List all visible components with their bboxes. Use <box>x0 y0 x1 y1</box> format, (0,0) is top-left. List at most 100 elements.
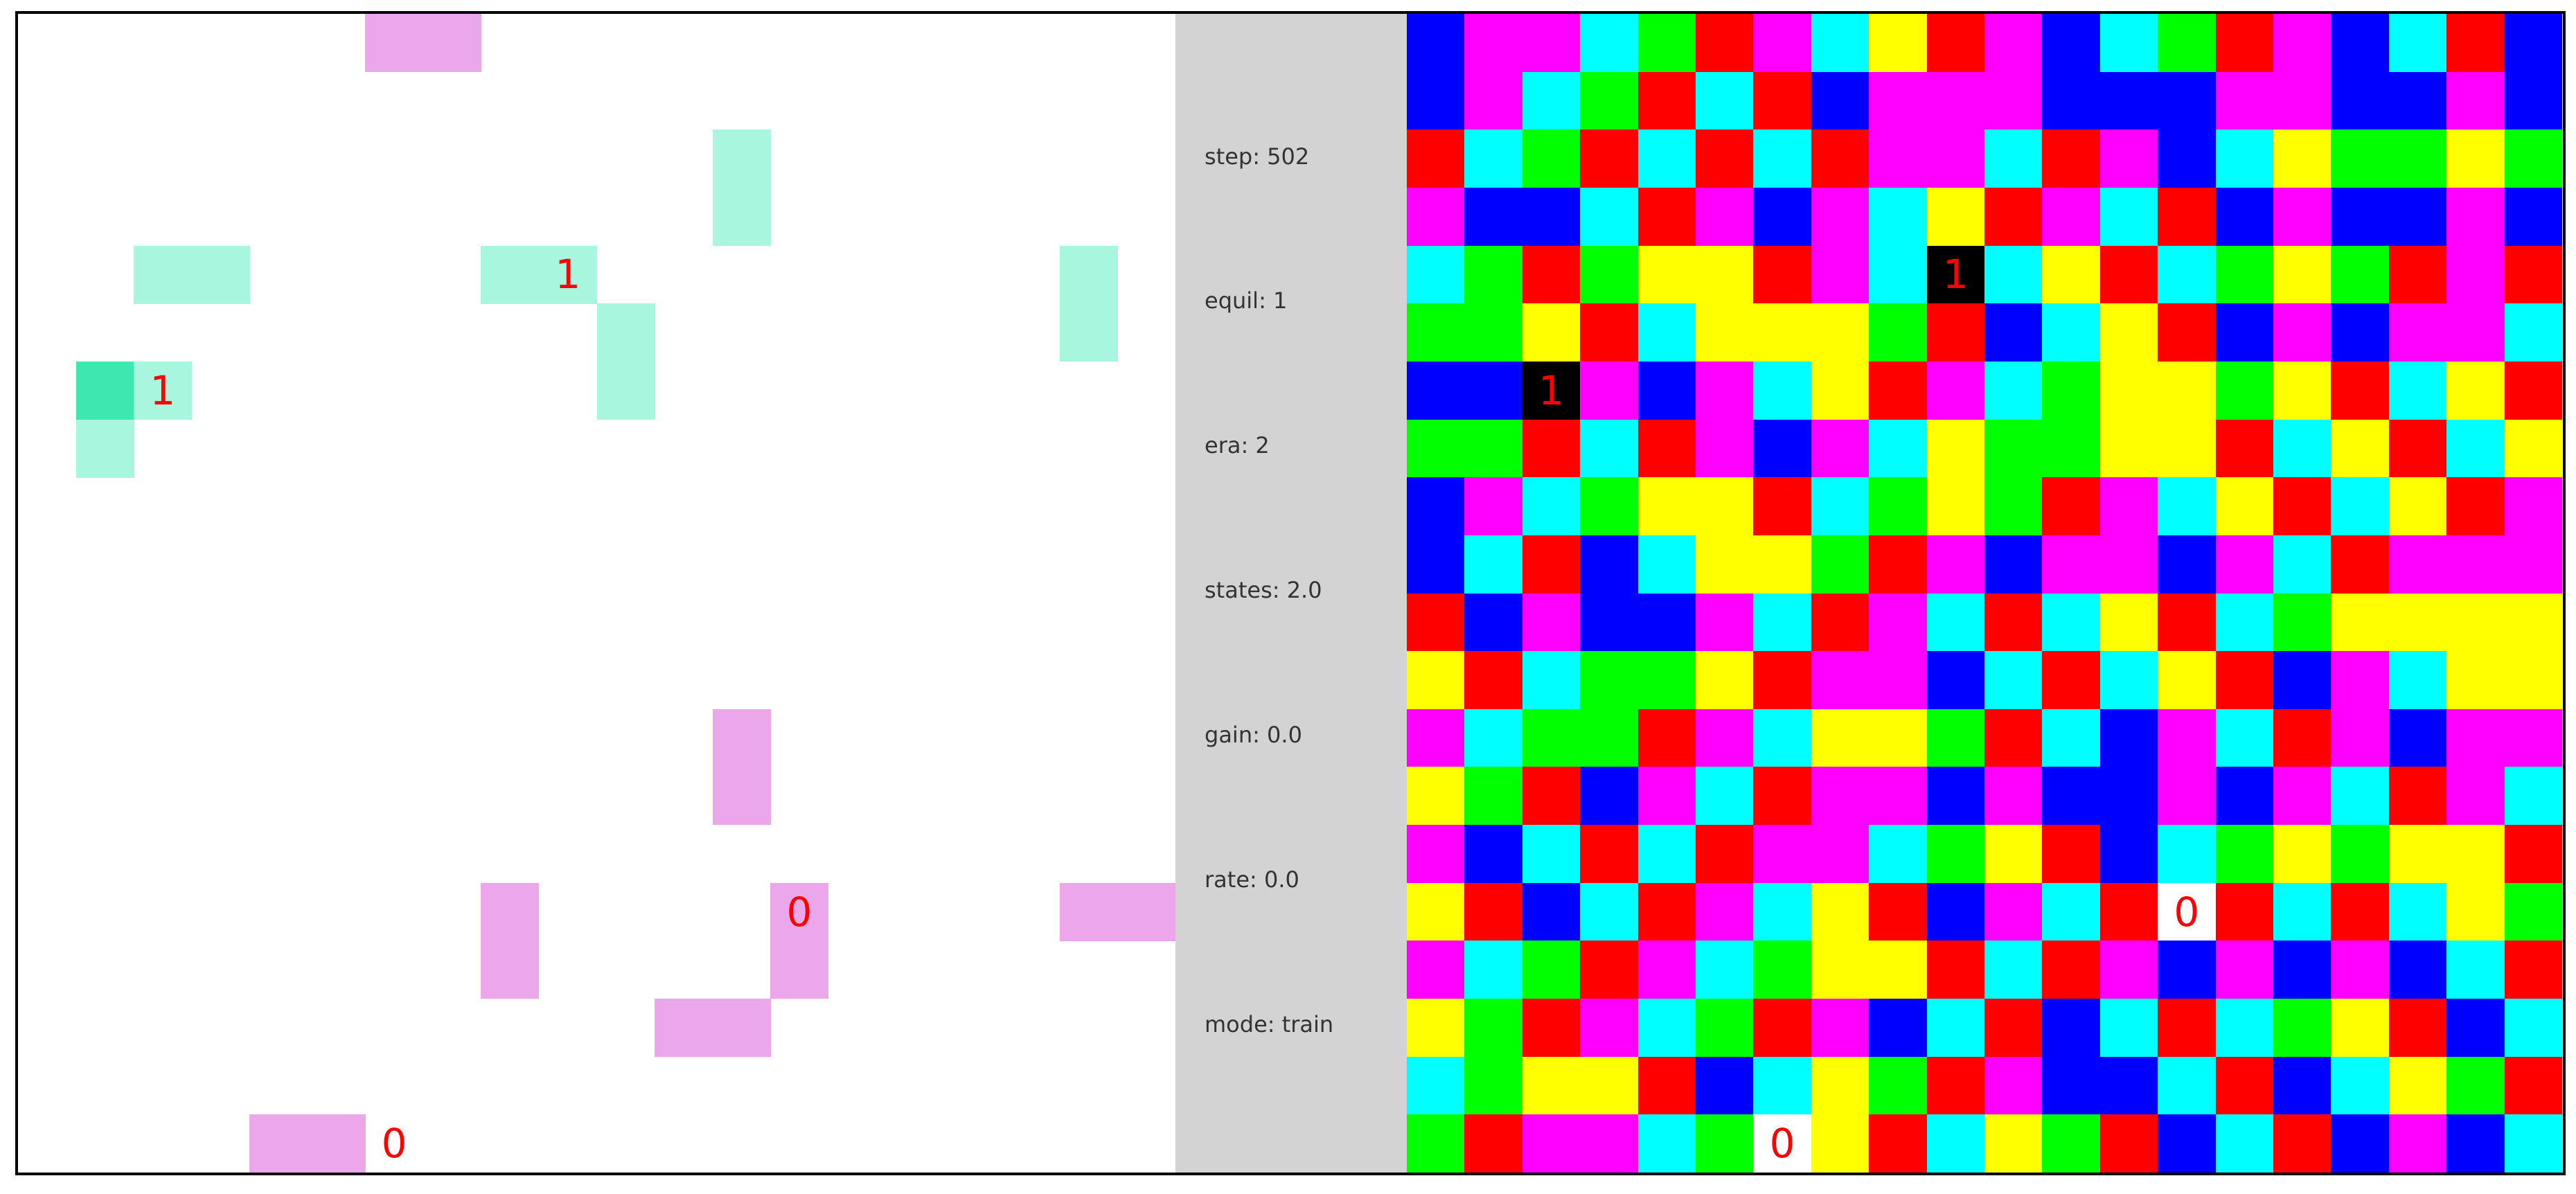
world-cell <box>1869 999 1928 1058</box>
world-cell <box>1926 1114 1985 1173</box>
world-cell <box>1811 303 1869 362</box>
world-cell <box>2446 477 2505 536</box>
world-cell <box>2388 825 2447 884</box>
world-cell <box>2504 477 2562 536</box>
world-cell <box>1637 477 1696 536</box>
world-cell <box>1522 651 1581 710</box>
world-cell <box>1464 593 1523 652</box>
world-cell <box>1926 1056 1985 1115</box>
world-cell <box>1407 941 1465 999</box>
world-cell <box>1464 825 1523 884</box>
world-cell <box>1407 999 1465 1058</box>
world-cell <box>1522 825 1581 884</box>
world-cell <box>1522 535 1581 594</box>
world-cell <box>1580 941 1639 999</box>
world-cell <box>2446 767 2505 826</box>
world-cell <box>2215 651 2274 710</box>
world-cell <box>2388 999 2447 1058</box>
world-cell <box>2042 245 2101 304</box>
world-cell <box>2215 71 2274 130</box>
world-cell <box>2331 825 2390 884</box>
agent-cell <box>307 1114 366 1173</box>
world-cell <box>1580 651 1639 710</box>
world-cell <box>1811 651 1869 710</box>
world-cell <box>2273 419 2331 478</box>
world-cell <box>2158 71 2217 130</box>
stat-equil: equil: 1 <box>1205 287 1288 314</box>
world-cell <box>1811 130 1869 188</box>
world-cell <box>1407 651 1465 710</box>
world-cell <box>2273 882 2331 941</box>
world-cell <box>2273 245 2331 304</box>
world-cell <box>1984 593 2043 652</box>
agent-cell <box>712 999 771 1058</box>
world-cell <box>1522 767 1581 826</box>
world-cell <box>1926 767 1985 826</box>
world-cell <box>1407 361 1465 420</box>
agent-cell <box>770 941 829 999</box>
world-cell <box>1984 825 2043 884</box>
world-cell <box>1637 999 1696 1058</box>
world-cell <box>2446 14 2505 72</box>
world-cell <box>2504 882 2562 941</box>
cell-label: 0 <box>2174 888 2200 936</box>
world-cell <box>1696 941 1754 999</box>
world-cell <box>1753 709 1812 767</box>
world-cell <box>1869 71 1928 130</box>
world-cell <box>2331 477 2390 536</box>
world-cell <box>2099 825 2158 884</box>
world-cell <box>1696 1114 1754 1173</box>
world-cell <box>1696 245 1754 304</box>
world-cell <box>1869 130 1928 188</box>
world-cell <box>1522 999 1581 1058</box>
world-cell <box>1580 882 1639 941</box>
world-cell <box>1522 71 1581 130</box>
world-cell <box>2446 187 2505 246</box>
world-cell <box>2099 71 2158 130</box>
world-cell <box>2446 419 2505 478</box>
agent-cell: 1 <box>134 361 193 420</box>
world-cell <box>2388 361 2447 420</box>
world-cell <box>2446 825 2505 884</box>
world-cell <box>1637 187 1696 246</box>
world-cell <box>1464 999 1523 1058</box>
world-cell <box>1984 130 2043 188</box>
world-cell <box>1637 593 1696 652</box>
cell-label: 1 <box>1538 366 1564 414</box>
world-cell <box>1580 825 1639 884</box>
world-cell <box>2388 651 2447 710</box>
world-cell <box>2273 130 2331 188</box>
world-cell <box>2158 709 2217 767</box>
world-cell <box>2388 419 2447 478</box>
world-cell <box>1811 767 1869 826</box>
world-cell <box>2504 709 2562 767</box>
world-cell <box>1580 535 1639 594</box>
world-cell <box>1637 71 1696 130</box>
world-cell <box>2215 825 2274 884</box>
world-cell <box>1753 477 1812 536</box>
world-cell <box>1464 71 1523 130</box>
world-cell: 0 <box>1753 1114 1812 1173</box>
agent-cell <box>481 941 540 999</box>
world-cell <box>1753 419 1812 478</box>
world-cell <box>1464 303 1523 362</box>
world-cell <box>2388 767 2447 826</box>
world-cell <box>1984 651 2043 710</box>
world-cell <box>1580 1114 1639 1173</box>
world-cell <box>2215 419 2274 478</box>
world-cell <box>1926 187 1985 246</box>
world-cell <box>1696 419 1754 478</box>
world-cell <box>1637 14 1696 72</box>
world-cell <box>2331 187 2390 246</box>
world-cell <box>1811 535 1869 594</box>
world-cell <box>2099 361 2158 420</box>
world-cell <box>2099 651 2158 710</box>
world-cell <box>2099 477 2158 536</box>
world-cell <box>2331 593 2390 652</box>
world-cell <box>2388 245 2447 304</box>
world-cell <box>1753 71 1812 130</box>
world-cell <box>1926 361 1985 420</box>
world-cell <box>1407 1056 1465 1115</box>
world-cell <box>1464 245 1523 304</box>
